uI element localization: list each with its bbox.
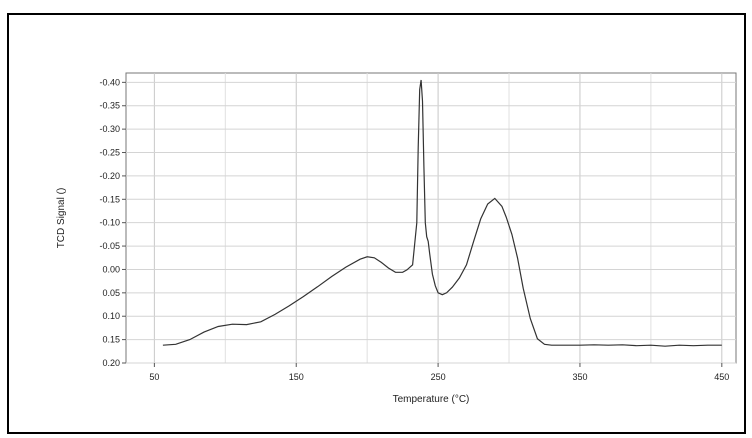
y-tick-label: 0.05 bbox=[102, 288, 120, 298]
y-tick-label: -0.40 bbox=[99, 77, 120, 87]
y-tick-label: -0.10 bbox=[99, 218, 120, 228]
y-tick-label: -0.20 bbox=[99, 171, 120, 181]
x-tick-label: 150 bbox=[289, 372, 304, 382]
x-axis-label: Temperature (°C) bbox=[393, 394, 470, 405]
y-tick-label: -0.15 bbox=[99, 194, 120, 204]
y-tick-label: -0.05 bbox=[99, 241, 120, 251]
x-axis-ticks: 50 150 250 350 450 bbox=[149, 363, 729, 382]
y-tick-label: 0.15 bbox=[102, 335, 120, 345]
y-axis-ticks: -0.40 -0.35 -0.30 -0.25 -0.20 -0.15 -0.10 -0.05… bbox=[99, 77, 126, 368]
y-tick-label: 0.00 bbox=[102, 264, 120, 274]
y-tick-label: -0.25 bbox=[99, 148, 120, 158]
x-tick-label: 250 bbox=[431, 372, 446, 382]
y-tick-label: -0.35 bbox=[99, 101, 120, 111]
x-tick-label: 50 bbox=[149, 372, 159, 382]
y-tick-label: -0.30 bbox=[99, 124, 120, 134]
y-tick-label: 0.10 bbox=[102, 311, 120, 321]
grid-lines bbox=[126, 73, 736, 364]
tcd-signal-line bbox=[162, 79, 722, 347]
y-axis-label: TCD Signal () bbox=[56, 188, 67, 249]
plot-area bbox=[125, 72, 737, 364]
x-tick-label: 450 bbox=[714, 372, 729, 382]
y-tick-label: 0.20 bbox=[102, 358, 120, 368]
x-tick-label: 350 bbox=[572, 372, 587, 382]
